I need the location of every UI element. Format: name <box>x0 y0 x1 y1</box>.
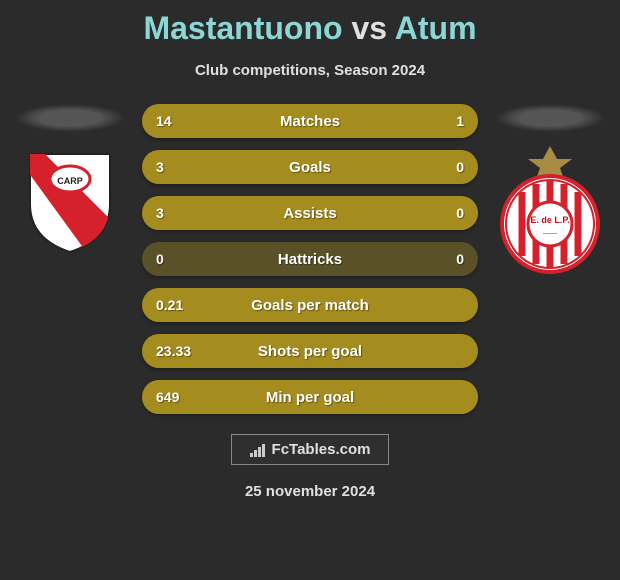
svg-text:——: —— <box>543 230 557 237</box>
stat-row: 3 Assists 0 <box>142 196 478 230</box>
stat-row: 649 Min per goal <box>142 380 478 414</box>
footer-brand: FcTables.com <box>0 434 620 465</box>
content-area: CARP 14 Matches 1 3 Goals 0 3 Assists 0 0 Hattrick… <box>0 104 620 414</box>
badge-shadow-right <box>495 104 605 132</box>
svg-text:CARP: CARP <box>57 176 83 186</box>
fctables-text: FcTables.com <box>272 441 371 458</box>
vs-text: vs <box>351 10 387 46</box>
fctables-icon <box>250 443 268 457</box>
svg-text:E. de L.P.: E. de L.P. <box>530 215 569 225</box>
right-club-crest: E. de L.P. —— <box>500 144 600 279</box>
stat-label: Hattricks <box>278 251 342 268</box>
stat-row: 23.33 Shots per goal <box>142 334 478 368</box>
player2-name: Atum <box>395 10 477 46</box>
stat-row: 14 Matches 1 <box>142 104 478 138</box>
stat-label: Assists <box>283 205 336 222</box>
stat-label: Goals <box>289 159 331 176</box>
stat-value-left: 0.21 <box>156 297 183 313</box>
stat-value-left: 3 <box>156 159 164 175</box>
stat-value-left: 3 <box>156 205 164 221</box>
fctables-badge[interactable]: FcTables.com <box>231 434 390 465</box>
left-club-crest: CARP <box>20 144 120 254</box>
badge-shadow-left <box>15 104 125 132</box>
stat-value-left: 23.33 <box>156 343 191 359</box>
stat-value-left: 0 <box>156 251 164 267</box>
stat-label: Shots per goal <box>258 343 362 360</box>
stat-value-right: 0 <box>456 251 464 267</box>
stat-row: 0 Hattricks 0 <box>142 242 478 276</box>
stat-row: 0.21 Goals per match <box>142 288 478 322</box>
stat-value-right: 0 <box>456 159 464 175</box>
stat-value-left: 649 <box>156 389 179 405</box>
right-badge-column: E. de L.P. —— <box>490 104 610 279</box>
stat-label: Matches <box>280 113 340 130</box>
date-text: 25 november 2024 <box>0 483 620 500</box>
stat-label: Goals per match <box>251 297 369 314</box>
subtitle-text: Club competitions, Season 2024 <box>0 62 620 79</box>
left-badge-column: CARP <box>10 104 130 254</box>
stat-label: Min per goal <box>266 389 354 406</box>
stat-row: 3 Goals 0 <box>142 150 478 184</box>
stats-container: 14 Matches 1 3 Goals 0 3 Assists 0 0 Hattricks 0 0.2… <box>130 104 490 414</box>
comparison-title: Mastantuono vs Atum <box>0 0 620 47</box>
player1-name: Mastantuono <box>143 10 342 46</box>
stat-value-left: 14 <box>156 113 172 129</box>
stat-value-right: 1 <box>456 113 464 129</box>
stat-value-right: 0 <box>456 205 464 221</box>
